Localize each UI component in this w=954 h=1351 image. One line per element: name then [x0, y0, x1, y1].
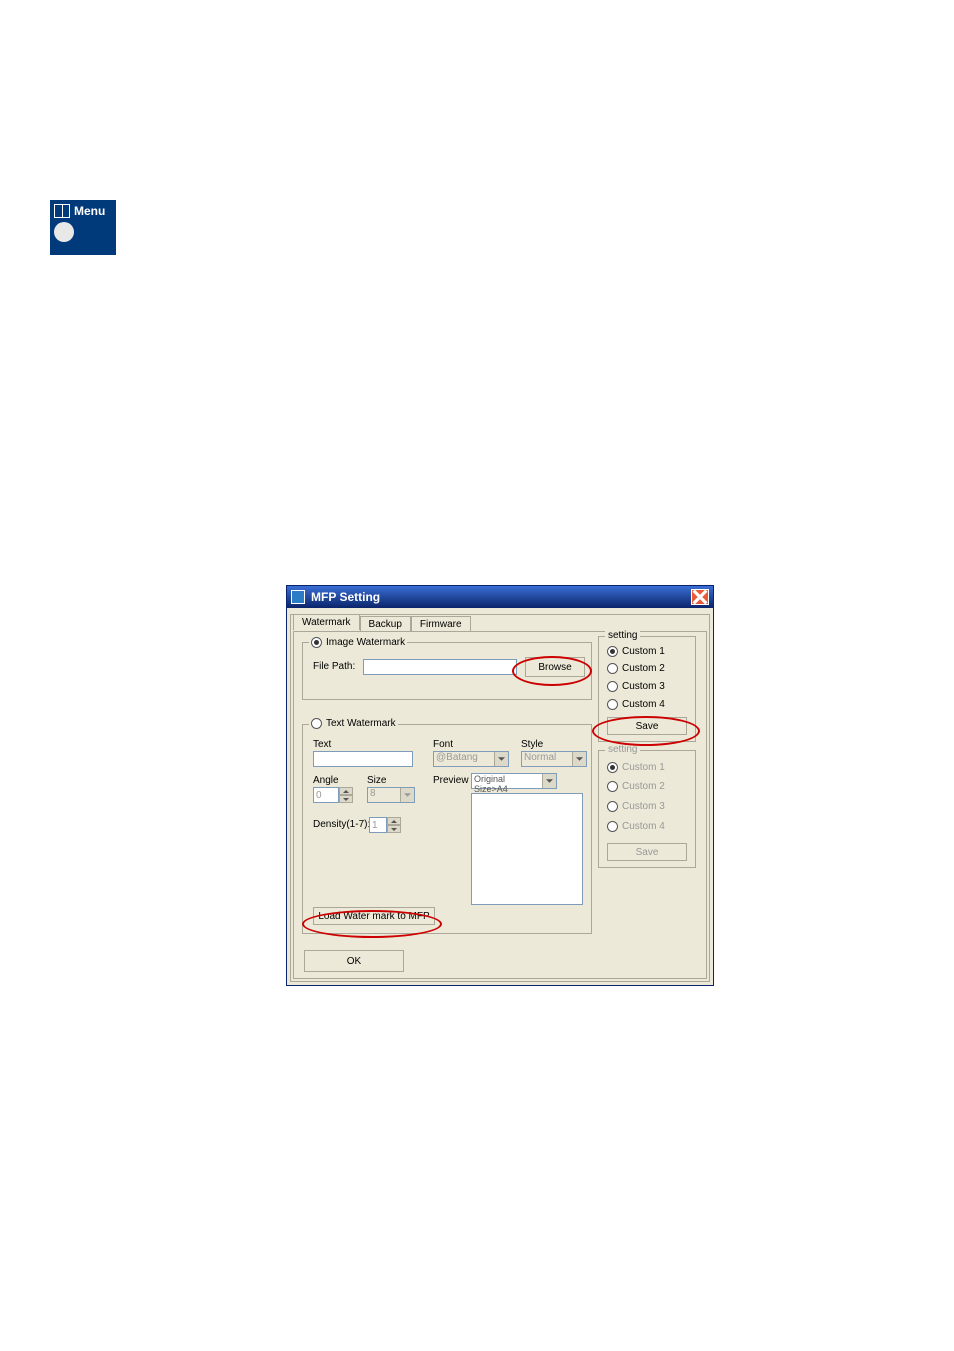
angle-value[interactable] [313, 787, 339, 803]
titlebar: MFP Setting [287, 586, 713, 608]
setting-bottom-legend: setting [605, 744, 640, 755]
chevron-down-icon [572, 752, 586, 766]
tab-body: Image Watermark File Path: Browse Text W… [293, 631, 707, 979]
custom4b-radio: Custom 4 [607, 821, 665, 832]
custom2-label: Custom 2 [622, 663, 665, 674]
custom4-label: Custom 4 [622, 699, 665, 710]
density-value[interactable] [369, 817, 387, 833]
custom3-radio[interactable]: Custom 3 [607, 681, 665, 692]
chevron-up-icon[interactable] [387, 817, 401, 825]
custom1-radio[interactable]: Custom 1 [607, 646, 665, 657]
save-top-button[interactable]: Save [607, 717, 687, 735]
tab-backup[interactable]: Backup [360, 616, 411, 632]
image-watermark-radio-label: Image Watermark [326, 637, 405, 648]
custom2b-radio: Custom 2 [607, 781, 665, 792]
text-watermark-radio-label: Text Watermark [326, 718, 396, 729]
setting-top-legend: setting [605, 630, 640, 641]
density-spinner[interactable] [369, 817, 401, 833]
menu-circle-icon [54, 222, 74, 242]
ok-button[interactable]: OK [304, 950, 404, 972]
preview-area [471, 793, 583, 905]
custom3b-radio: Custom 3 [607, 801, 665, 812]
menu-badge: Menu [50, 200, 116, 255]
app-icon [291, 590, 305, 604]
setting-top-group: setting Custom 1 Custom 2 Custom 3 Custo… [598, 636, 696, 742]
text-input[interactable] [313, 751, 413, 767]
font-combo[interactable]: @Batang [433, 751, 509, 767]
original-size-combo[interactable]: Original Size>A4 [471, 773, 557, 789]
preview-label: Preview [433, 775, 469, 786]
menu-book-icon [54, 204, 70, 218]
chevron-down-icon[interactable] [339, 795, 353, 803]
font-value: @Batang [434, 752, 494, 766]
angle-label: Angle [313, 775, 339, 786]
style-label: Style [521, 739, 543, 750]
window-title: MFP Setting [311, 590, 380, 604]
custom4-radio[interactable]: Custom 4 [607, 699, 665, 710]
file-path-input[interactable] [363, 659, 517, 675]
chevron-down-icon[interactable] [387, 825, 401, 833]
text-watermark-radio[interactable]: Text Watermark [311, 718, 396, 729]
custom1b-label: Custom 1 [622, 762, 665, 773]
custom2-radio[interactable]: Custom 2 [607, 663, 665, 674]
image-watermark-group: Image Watermark File Path: Browse [302, 642, 592, 700]
close-button[interactable] [691, 589, 709, 605]
text-label: Text [313, 739, 331, 750]
style-value: Normal [522, 752, 572, 766]
setting-bottom-group: setting Custom 1 Custom 2 Custom 3 Custo… [598, 750, 696, 868]
custom1-label: Custom 1 [622, 646, 665, 657]
text-watermark-group: Text Watermark Text Font @Batang Style [302, 724, 592, 934]
size-combo[interactable]: 8 [367, 787, 415, 803]
chevron-down-icon [400, 788, 414, 802]
size-value: 8 [368, 788, 400, 802]
save-bottom-button: Save [607, 843, 687, 861]
chevron-down-icon [542, 774, 556, 788]
load-watermark-button[interactable]: Load Water mark to MFP [313, 907, 435, 925]
angle-spinner[interactable] [313, 787, 353, 803]
custom1b-radio: Custom 1 [607, 762, 665, 773]
custom3b-label: Custom 3 [622, 801, 665, 812]
style-combo[interactable]: Normal [521, 751, 587, 767]
menu-label: Menu [74, 204, 105, 218]
tab-watermark[interactable]: Watermark [293, 614, 360, 630]
original-size-value: Original Size>A4 [472, 774, 542, 788]
image-watermark-radio[interactable]: Image Watermark [311, 637, 405, 648]
close-icon [692, 589, 708, 605]
font-label: Font [433, 739, 453, 750]
tab-firmware[interactable]: Firmware [411, 616, 471, 632]
chevron-up-icon[interactable] [339, 787, 353, 795]
size-label: Size [367, 775, 386, 786]
custom2b-label: Custom 2 [622, 781, 665, 792]
custom4b-label: Custom 4 [622, 821, 665, 832]
chevron-down-icon [494, 752, 508, 766]
custom3-label: Custom 3 [622, 681, 665, 692]
file-path-label: File Path: [313, 661, 355, 672]
density-label: Density(1-7): [313, 819, 370, 830]
mfp-setting-window: MFP Setting Watermark Backup Firmware [286, 585, 714, 986]
browse-button[interactable]: Browse [525, 657, 585, 677]
